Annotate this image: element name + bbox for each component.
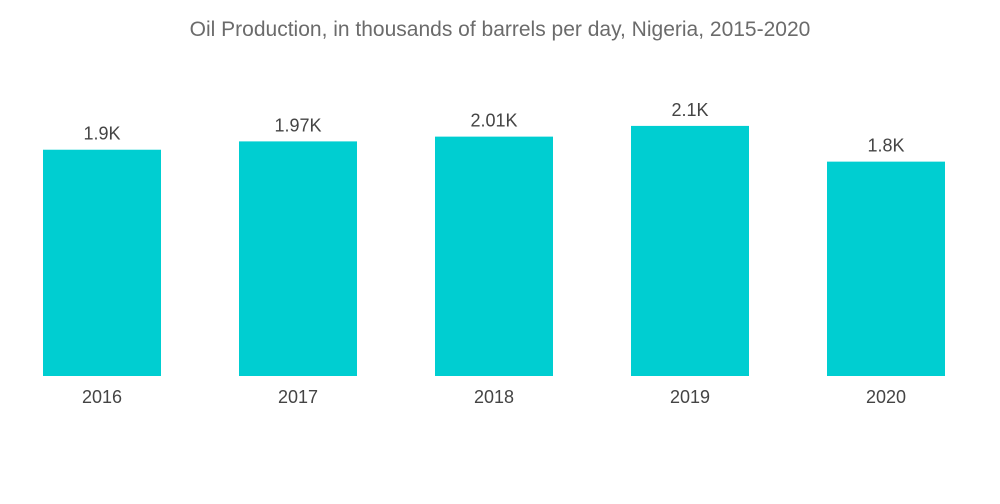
x-tick-label-2017: 2017 (278, 387, 318, 407)
bar-2018 (435, 136, 553, 376)
data-label-2019: 2.1K (671, 100, 708, 120)
x-axis-ticks: 2016 2017 2018 2019 2020 (82, 387, 906, 407)
data-label-2017: 1.97K (274, 115, 321, 135)
bar-2017 (239, 141, 357, 376)
bar-2016 (43, 149, 161, 376)
data-label-2018: 2.01K (470, 111, 517, 131)
data-label-2016: 1.9K (83, 124, 120, 144)
data-labels-layer: 1.9K 1.97K 2.01K 2.1K 1.8K (83, 100, 904, 156)
x-tick-label-2019: 2019 (670, 387, 710, 407)
data-label-2020: 1.8K (867, 136, 904, 156)
x-tick-label-2020: 2020 (866, 387, 906, 407)
bar-2020 (827, 161, 945, 376)
bars-layer (43, 125, 945, 376)
x-tick-label-2018: 2018 (474, 387, 514, 407)
x-tick-label-2016: 2016 (82, 387, 122, 407)
chart-title: Oil Production, in thousands of barrels … (189, 18, 811, 41)
bar-2019 (631, 125, 749, 376)
